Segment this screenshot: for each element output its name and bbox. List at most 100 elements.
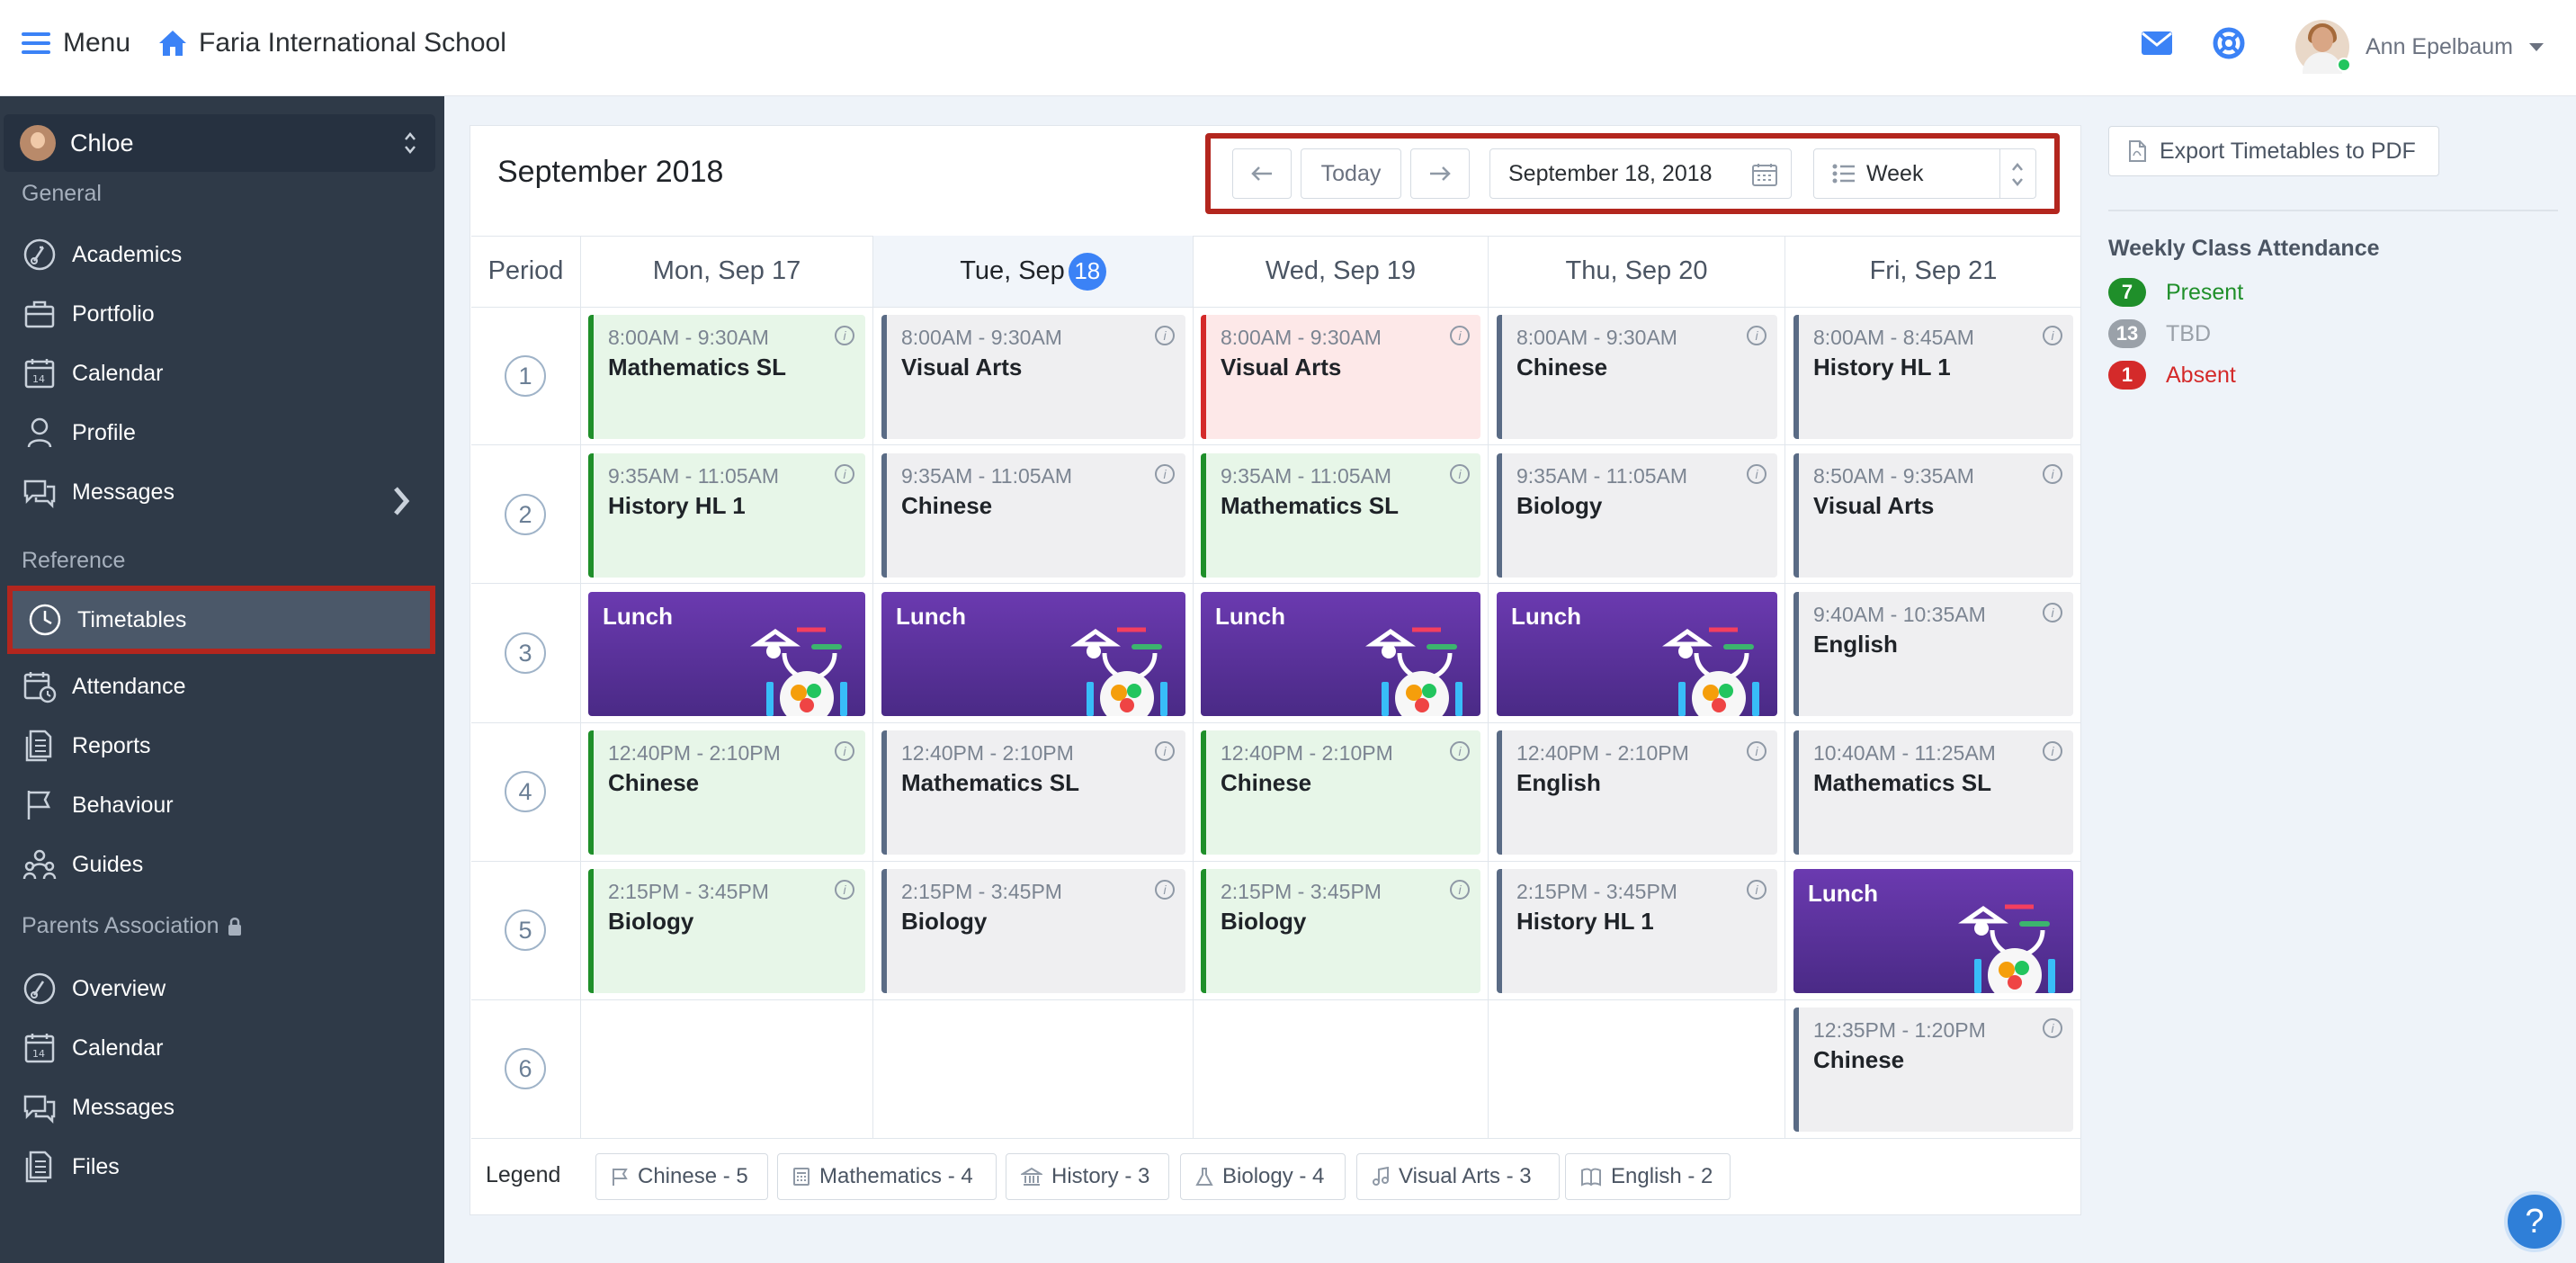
sidebar-item-behaviour[interactable]: Behaviour: [0, 778, 444, 832]
info-icon[interactable]: i: [1450, 326, 1470, 345]
sidebar-item-timetables[interactable]: Timetables: [7, 586, 435, 654]
info-icon[interactable]: i: [1450, 741, 1470, 761]
class-card[interactable]: 9:35AM - 11:05AM Biology i: [1497, 453, 1777, 578]
class-name: Chinese: [1221, 769, 1312, 796]
class-card[interactable]: 2:15PM - 3:45PM Biology i: [1201, 869, 1480, 993]
sidebar-item-reports[interactable]: Reports: [0, 719, 444, 773]
sidebar-item-attendance[interactable]: Attendance: [0, 659, 444, 713]
class-card[interactable]: 8:00AM - 8:45AM History HL 1 i: [1793, 315, 2073, 439]
class-card[interactable]: 2:15PM - 3:45PM Biology i: [588, 869, 865, 993]
date-picker-input[interactable]: September 18, 2018: [1489, 148, 1792, 199]
sidebar-item-messages[interactable]: Messages: [0, 465, 444, 519]
info-icon[interactable]: i: [835, 880, 854, 900]
class-name: Visual Arts: [901, 354, 1023, 381]
info-icon[interactable]: i: [1747, 464, 1767, 484]
sidebar-item-pa-calendar[interactable]: 14 Calendar: [0, 1021, 444, 1075]
info-icon[interactable]: i: [2043, 603, 2062, 623]
sidebar-item-label: Behaviour: [72, 792, 174, 818]
lunch-block[interactable]: Lunch: [1793, 869, 2073, 993]
day-header-tue: Tue, Sep 18: [873, 236, 1193, 308]
day-header-wed: Wed, Sep 19: [1194, 236, 1488, 308]
info-icon[interactable]: i: [1747, 880, 1767, 900]
class-card[interactable]: 9:35AM - 11:05AM Mathematics SL i: [1201, 453, 1480, 578]
info-icon[interactable]: i: [1747, 741, 1767, 761]
sidebar-item-academics[interactable]: Academics: [0, 228, 444, 282]
class-card[interactable]: 9:35AM - 11:05AM History HL 1 i: [588, 453, 865, 578]
school-home-link[interactable]: Faria International School: [157, 25, 506, 61]
legend-chip-mathematics[interactable]: Mathematics - 4: [777, 1153, 997, 1200]
lunch-block[interactable]: Lunch: [588, 592, 865, 716]
lifebuoy-icon[interactable]: [2213, 27, 2245, 59]
info-icon[interactable]: i: [2043, 326, 2062, 345]
sidebar-item-label: Profile: [72, 419, 136, 445]
sidebar-item-label: Attendance: [72, 673, 186, 699]
class-card[interactable]: 9:35AM - 11:05AM Chinese i: [881, 453, 1185, 578]
lunch-block[interactable]: Lunch: [1497, 592, 1777, 716]
legend-chip-chinese[interactable]: Chinese - 5: [595, 1153, 768, 1200]
today-button[interactable]: Today: [1301, 148, 1401, 199]
class-card[interactable]: 12:40PM - 2:10PM English i: [1497, 730, 1777, 855]
lunch-block[interactable]: Lunch: [881, 592, 1185, 716]
legend-chip-visual-arts[interactable]: Visual Arts - 3: [1356, 1153, 1560, 1200]
envelope-icon[interactable]: [2141, 31, 2173, 56]
class-card[interactable]: 12:40PM - 2:10PM Chinese i: [588, 730, 865, 855]
sidebar-item-overview[interactable]: Overview: [0, 962, 444, 1016]
sidebar-item-portfolio[interactable]: Portfolio: [0, 287, 444, 341]
section-title: Parents Association: [22, 913, 219, 938]
class-name: History HL 1: [1516, 908, 1654, 935]
chevron-updown-icon: [405, 132, 416, 154]
export-pdf-button[interactable]: Export Timetables to PDF: [2108, 126, 2439, 176]
info-icon[interactable]: i: [2043, 741, 2062, 761]
class-time: 9:35AM - 11:05AM: [608, 464, 780, 488]
info-icon[interactable]: i: [835, 741, 854, 761]
prev-week-button[interactable]: [1232, 148, 1292, 199]
class-card[interactable]: 2:15PM - 3:45PM History HL 1 i: [1497, 869, 1777, 993]
class-card[interactable]: 12:35PM - 1:20PM Chinese i: [1793, 1008, 2073, 1132]
info-icon[interactable]: i: [2043, 464, 2062, 484]
sidebar-item-profile[interactable]: Profile: [0, 406, 444, 460]
legend-chip-biology[interactable]: Biology - 4: [1180, 1153, 1346, 1200]
class-name: Chinese: [1516, 354, 1608, 381]
class-name: Mathematics SL: [1813, 769, 1991, 796]
users-icon: [22, 849, 57, 880]
sidebar-item-files[interactable]: Files: [0, 1140, 444, 1194]
user-menu[interactable]: Ann Epelbaum: [2295, 13, 2545, 81]
class-card[interactable]: 8:50AM - 9:35AM Visual Arts i: [1793, 453, 2073, 578]
legend-chip-english[interactable]: English - 2: [1565, 1153, 1731, 1200]
info-icon[interactable]: i: [1155, 326, 1175, 345]
sidebar-item-pa-messages[interactable]: Messages: [0, 1080, 444, 1134]
info-icon[interactable]: i: [1155, 464, 1175, 484]
class-card[interactable]: 2:15PM - 3:45PM Biology i: [881, 869, 1185, 993]
info-icon[interactable]: i: [835, 326, 854, 345]
class-name: Lunch: [1511, 603, 1581, 630]
class-card[interactable]: 8:00AM - 9:30AM Mathematics SL i: [588, 315, 865, 439]
next-week-button[interactable]: [1410, 148, 1470, 199]
class-name: Biology: [1221, 908, 1307, 935]
menu-button[interactable]: Menu: [22, 25, 130, 61]
help-button[interactable]: ?: [2504, 1191, 2565, 1252]
info-icon[interactable]: i: [1155, 741, 1175, 761]
sidebar-item-guides[interactable]: Guides: [0, 838, 444, 891]
info-icon[interactable]: i: [1155, 880, 1175, 900]
class-card[interactable]: 12:40PM - 2:10PM Chinese i: [1201, 730, 1480, 855]
flask-icon: [1195, 1168, 1213, 1186]
documents-icon: [25, 1151, 52, 1183]
info-icon[interactable]: i: [1450, 464, 1470, 484]
info-icon[interactable]: i: [1450, 880, 1470, 900]
class-card[interactable]: 9:40AM - 10:35AM English i: [1793, 592, 2073, 716]
class-card[interactable]: 8:00AM - 9:30AM Visual Arts i: [1201, 315, 1480, 439]
info-icon[interactable]: i: [835, 464, 854, 484]
class-time: 10:40AM - 11:25AM: [1813, 741, 1996, 765]
class-card[interactable]: 8:00AM - 9:30AM Visual Arts i: [881, 315, 1185, 439]
info-icon[interactable]: i: [2043, 1018, 2062, 1038]
info-icon[interactable]: i: [1747, 326, 1767, 345]
class-card[interactable]: 10:40AM - 11:25AM Mathematics SL i: [1793, 730, 2073, 855]
view-select[interactable]: Week: [1813, 148, 2036, 199]
lunch-block[interactable]: Lunch: [1201, 592, 1480, 716]
sidebar-item-calendar[interactable]: 14 Calendar: [0, 346, 444, 400]
student-switcher[interactable]: Chloe: [4, 114, 435, 172]
class-card[interactable]: 12:40PM - 2:10PM Mathematics SL i: [881, 730, 1185, 855]
class-card[interactable]: 8:00AM - 9:30AM Chinese i: [1497, 315, 1777, 439]
legend-chip-history[interactable]: History - 3: [1006, 1153, 1169, 1200]
class-name: Visual Arts: [1221, 354, 1342, 381]
